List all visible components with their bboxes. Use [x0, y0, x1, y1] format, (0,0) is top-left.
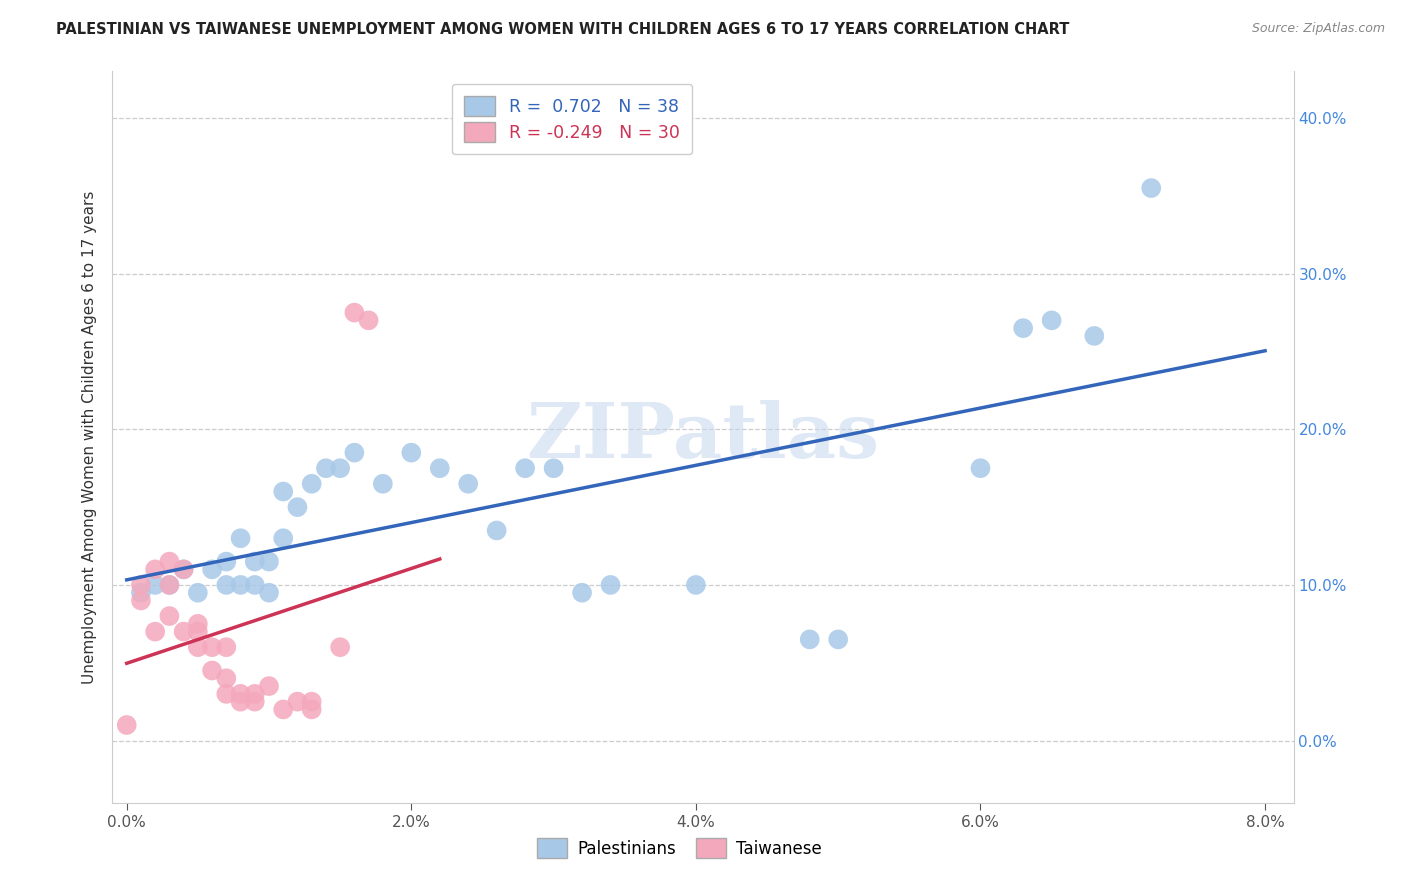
- Point: [173, 562, 195, 576]
- Point: [215, 671, 238, 685]
- Point: [201, 664, 224, 678]
- Point: [429, 461, 451, 475]
- Point: [243, 695, 266, 709]
- Point: [457, 476, 479, 491]
- Point: [157, 578, 180, 592]
- Point: [329, 640, 352, 655]
- Point: [215, 578, 238, 592]
- Point: [599, 578, 621, 592]
- Point: [287, 695, 309, 709]
- Point: [215, 640, 238, 655]
- Text: Source: ZipAtlas.com: Source: ZipAtlas.com: [1251, 22, 1385, 36]
- Point: [343, 445, 366, 459]
- Point: [129, 585, 152, 599]
- Point: [129, 593, 152, 607]
- Point: [1083, 329, 1105, 343]
- Text: ZIPatlas: ZIPatlas: [526, 401, 880, 474]
- Point: [143, 562, 166, 576]
- Point: [173, 562, 195, 576]
- Point: [685, 578, 707, 592]
- Point: [301, 476, 323, 491]
- Point: [485, 524, 508, 538]
- Point: [215, 555, 238, 569]
- Point: [157, 578, 180, 592]
- Point: [229, 578, 252, 592]
- Point: [257, 585, 280, 599]
- Point: [401, 445, 423, 459]
- Point: [543, 461, 565, 475]
- Point: [143, 578, 166, 592]
- Point: [301, 702, 323, 716]
- Point: [115, 718, 138, 732]
- Point: [271, 531, 294, 545]
- Point: [287, 500, 309, 515]
- Point: [513, 461, 536, 475]
- Text: PALESTINIAN VS TAIWANESE UNEMPLOYMENT AMONG WOMEN WITH CHILDREN AGES 6 TO 17 YEA: PALESTINIAN VS TAIWANESE UNEMPLOYMENT AM…: [56, 22, 1070, 37]
- Point: [257, 679, 280, 693]
- Point: [357, 313, 380, 327]
- Point: [143, 624, 166, 639]
- Point: [187, 616, 209, 631]
- Point: [271, 484, 294, 499]
- Point: [343, 305, 366, 319]
- Point: [243, 687, 266, 701]
- Point: [229, 531, 252, 545]
- Point: [257, 555, 280, 569]
- Point: [371, 476, 394, 491]
- Point: [201, 562, 224, 576]
- Point: [301, 695, 323, 709]
- Point: [187, 640, 209, 655]
- Point: [329, 461, 352, 475]
- Point: [243, 555, 266, 569]
- Point: [1012, 321, 1035, 335]
- Legend: Palestinians, Taiwanese: Palestinians, Taiwanese: [527, 829, 831, 868]
- Point: [157, 555, 180, 569]
- Point: [157, 609, 180, 624]
- Point: [229, 687, 252, 701]
- Point: [969, 461, 991, 475]
- Y-axis label: Unemployment Among Women with Children Ages 6 to 17 years: Unemployment Among Women with Children A…: [82, 190, 97, 684]
- Point: [129, 578, 152, 592]
- Point: [1040, 313, 1063, 327]
- Point: [827, 632, 849, 647]
- Point: [243, 578, 266, 592]
- Point: [571, 585, 593, 599]
- Point: [1140, 181, 1163, 195]
- Point: [229, 695, 252, 709]
- Point: [201, 640, 224, 655]
- Point: [187, 585, 209, 599]
- Point: [173, 624, 195, 639]
- Point: [315, 461, 337, 475]
- Point: [215, 687, 238, 701]
- Point: [799, 632, 821, 647]
- Point: [271, 702, 294, 716]
- Point: [187, 624, 209, 639]
